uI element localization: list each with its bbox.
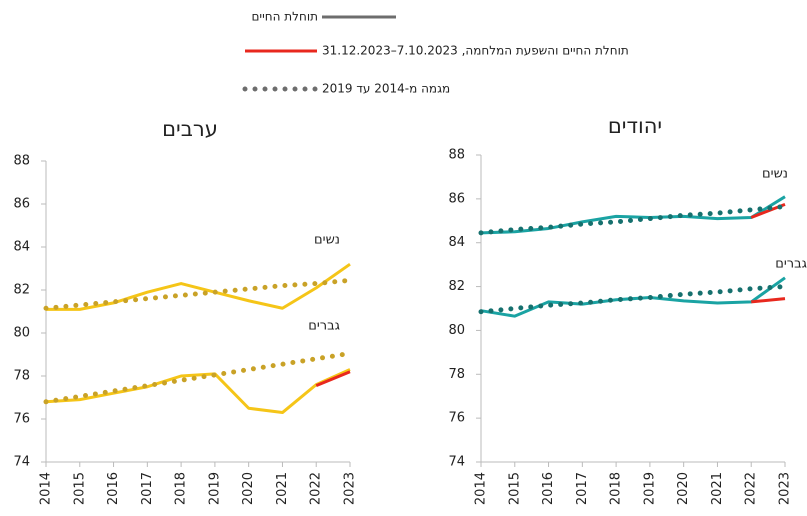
x-tick-label: 2018 <box>609 472 624 505</box>
x-tick-label: 2020 <box>241 472 256 505</box>
x-tick-label: 2014 <box>474 472 489 505</box>
y-tick-label: 86 <box>448 191 465 206</box>
legend-label: תוחלת החיים והשפעת המלחמה, 7.10.2023–31.… <box>322 44 629 58</box>
chart-title: יהודים <box>608 114 662 138</box>
y-tick-label: 80 <box>13 326 30 341</box>
y-tick-label: 86 <box>13 197 30 212</box>
x-tick-label: 2022 <box>309 472 324 505</box>
x-tick-label: 2017 <box>575 472 590 505</box>
trend-line <box>43 350 353 405</box>
x-tick-label: 2015 <box>72 472 87 505</box>
y-tick-label: 74 <box>448 455 465 470</box>
x-tick-label: 2022 <box>744 472 759 505</box>
y-tick-label: 84 <box>448 235 465 250</box>
y-tick-label: 78 <box>13 369 30 384</box>
x-tick-label: 2023 <box>343 472 358 505</box>
y-tick-label: 78 <box>448 367 465 382</box>
x-tick-label: 2015 <box>507 472 522 505</box>
x-tick-label: 2021 <box>710 472 725 505</box>
series-label: גברים <box>775 257 807 272</box>
y-tick-label: 88 <box>13 154 30 169</box>
x-tick-label: 2016 <box>106 472 121 505</box>
series-label: נשים <box>314 233 340 248</box>
y-tick-label: 80 <box>448 323 465 338</box>
y-tick-label: 76 <box>448 411 465 426</box>
trend-line <box>478 284 788 315</box>
y-tick-label: 88 <box>448 148 465 163</box>
legend-label: מגמה מ-2014 עד 2019 <box>322 82 450 96</box>
y-tick-label: 82 <box>13 283 30 298</box>
trend-line <box>43 277 353 311</box>
x-tick-label: 2020 <box>676 472 691 505</box>
x-tick-label: 2016 <box>541 472 556 505</box>
x-tick-label: 2018 <box>174 472 189 505</box>
y-tick-label: 84 <box>13 240 30 255</box>
series-line <box>315 370 351 388</box>
series-label: גברים <box>308 319 340 334</box>
series-line <box>45 368 351 415</box>
chart-title: ערבים <box>162 117 218 141</box>
series-label: נשים <box>762 167 788 182</box>
series-line <box>46 262 351 311</box>
x-tick-label: 2014 <box>39 472 54 505</box>
x-tick-label: 2019 <box>642 472 657 505</box>
y-tick-label: 74 <box>13 455 30 470</box>
x-tick-label: 2017 <box>140 472 155 505</box>
legend-label: תוחלת החיים <box>251 10 318 24</box>
series-line <box>751 297 786 304</box>
x-tick-label: 2021 <box>275 472 290 505</box>
y-tick-label: 82 <box>448 279 465 294</box>
trend-line <box>478 204 788 236</box>
series-line <box>480 276 786 318</box>
x-tick-label: 2023 <box>778 472 793 505</box>
x-tick-label: 2019 <box>207 472 222 505</box>
series-line <box>480 195 786 235</box>
y-tick-label: 76 <box>13 412 30 427</box>
